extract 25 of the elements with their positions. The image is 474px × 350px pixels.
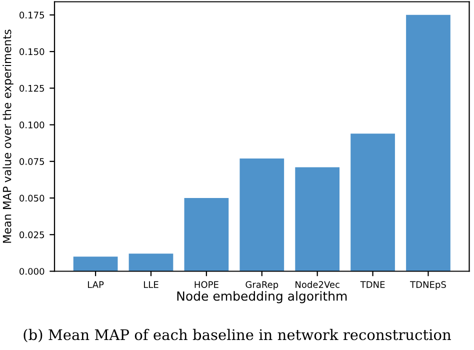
- x-axis-title: Node embedding algorithm: [177, 291, 347, 304]
- y-tick-label: 0.150: [20, 48, 44, 56]
- x-tick-label: TDNEpS: [410, 281, 446, 290]
- bar: [295, 167, 340, 272]
- bar: [350, 134, 395, 272]
- x-tick-label: Node2Vec: [296, 280, 340, 288]
- x-tick-label: LAP: [88, 281, 104, 288]
- y-tick-label: 0.025: [20, 231, 44, 238]
- x-tick-label: TDNE: [360, 281, 385, 288]
- y-tick-label: 0.075: [20, 158, 44, 165]
- bar: [406, 14, 450, 272]
- x-tick-label: GraRep: [246, 281, 278, 290]
- text: (b) Mean MAP of each baseline in network reconstruction: [24, 328, 451, 342]
- bar: [184, 198, 229, 272]
- y-tick-label: 0.125: [20, 84, 44, 92]
- bar: [128, 254, 174, 272]
- y-tick-label: 0.050: [20, 194, 44, 202]
- bar: [240, 158, 284, 272]
- y-axis-title: Mean MAP value over the experiments: [2, 30, 14, 243]
- y-tick-label: 0.175: [20, 12, 44, 18]
- x-tick-label: HOPE: [194, 281, 218, 288]
- x-tick-label: LLE: [144, 281, 158, 288]
- y-tick-label: 0.100: [20, 122, 44, 128]
- bar: [73, 256, 118, 272]
- y-tick-label: 0.000: [20, 268, 44, 275]
